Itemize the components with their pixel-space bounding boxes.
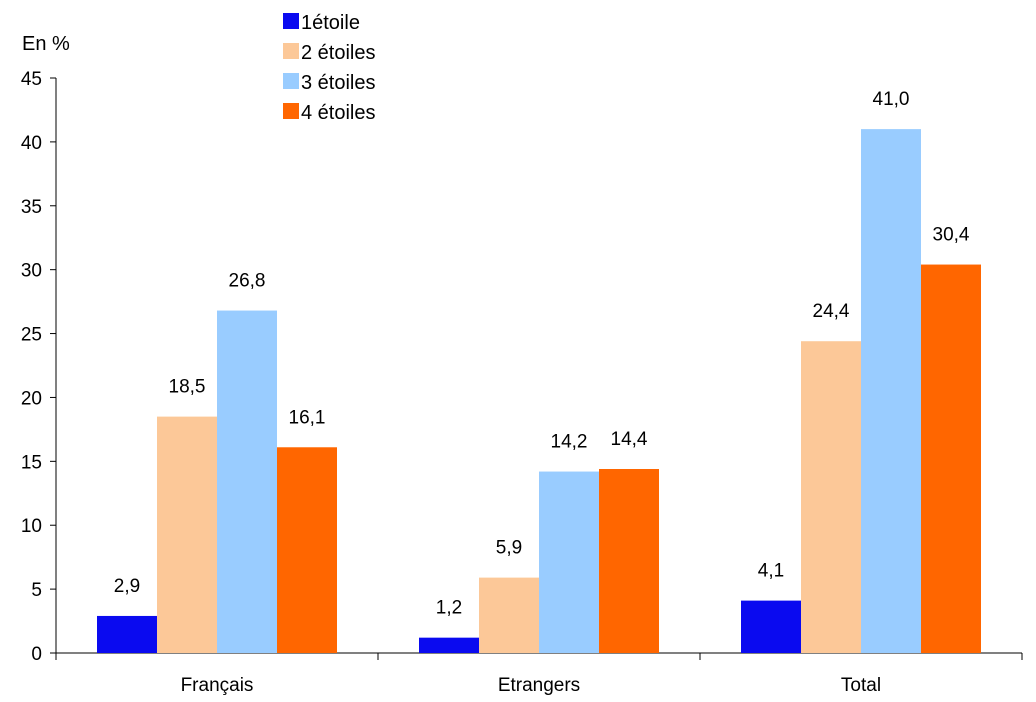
y-tick-label: 45 [21, 69, 42, 90]
data-label: 41,0 [873, 89, 910, 110]
legend-swatch [283, 103, 299, 119]
x-tick-label: Etrangers [498, 675, 580, 696]
legend-label: 2 étoiles [301, 42, 376, 64]
data-label: 1,2 [436, 598, 462, 619]
legend-swatch [283, 43, 299, 59]
y-axis: 0 5 10 15 20 25 30 35 40 45 [21, 69, 57, 665]
y-tick-label: 30 [21, 261, 42, 282]
bar [419, 637, 479, 653]
x-axis: Français Etrangers Total [55, 652, 1023, 696]
data-label: 4,1 [758, 561, 784, 582]
y-tick-label: 10 [21, 516, 42, 537]
y-tick-label: 25 [21, 325, 42, 346]
data-label: 16,1 [289, 407, 326, 428]
legend-label: 1étoile [301, 12, 360, 34]
y-axis-label: En % [22, 33, 70, 55]
bar [539, 471, 599, 653]
bar [801, 341, 861, 653]
bar [157, 416, 217, 653]
y-tick-label: 15 [21, 452, 42, 473]
y-tick-label: 35 [21, 197, 42, 218]
bar [97, 615, 157, 653]
legend-label: 4 étoiles [301, 102, 376, 124]
data-label: 18,5 [169, 377, 206, 398]
y-tick-label: 20 [21, 388, 42, 409]
y-tick-label: 5 [31, 580, 42, 601]
bar [741, 600, 801, 653]
bar [217, 310, 277, 653]
data-label: 5,9 [496, 538, 522, 559]
bar [479, 577, 539, 653]
data-label: 26,8 [229, 271, 266, 292]
bars [97, 129, 981, 654]
bar [861, 129, 921, 654]
legend-label: 3 étoiles [301, 72, 376, 94]
data-labels: 2,9 18,5 26,8 16,1 1,2 5,9 14,2 14,4 4,1 24,4 41,0… [114, 89, 970, 619]
y-tick-label: 40 [21, 133, 42, 154]
data-label: 2,9 [114, 576, 140, 597]
data-label: 24,4 [813, 301, 850, 322]
y-tick-label: 0 [31, 644, 42, 665]
legend: 1étoile 2 étoiles 3 étoiles 4 étoiles [283, 12, 376, 124]
data-label: 14,2 [551, 432, 588, 453]
bar [599, 469, 659, 653]
legend-swatch [283, 13, 299, 29]
bar [921, 264, 981, 653]
bar [277, 447, 337, 653]
x-tick-label: Français [181, 675, 254, 696]
x-tick-label: Total [841, 675, 881, 696]
data-label: 14,4 [611, 429, 648, 450]
data-label: 30,4 [933, 225, 970, 246]
legend-swatch [283, 73, 299, 89]
